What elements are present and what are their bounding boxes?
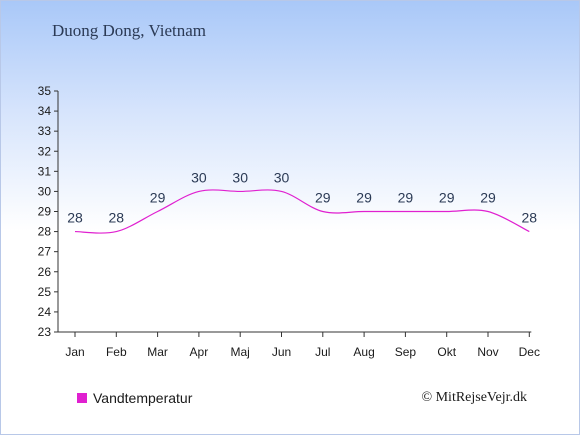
y-tick-label: 23: [38, 325, 52, 339]
y-tick-label: 25: [38, 285, 52, 299]
data-label: 29: [480, 190, 496, 206]
y-tick-label: 35: [38, 84, 52, 98]
data-label: 29: [315, 190, 331, 206]
x-tick-label: Sep: [395, 345, 417, 359]
x-axis: Jan Feb Mar Apr Maj Jun Jul Aug Sep Okt Nov Dec: [58, 331, 540, 359]
x-tick-label: Feb: [106, 345, 127, 359]
y-tick-label: 30: [38, 184, 52, 198]
x-tick-label: Aug: [353, 345, 374, 359]
x-tick-label: Nov: [477, 345, 498, 359]
y-axis: 23 24 25 26 27 28 29 30 31 32 33 34 35: [38, 84, 59, 339]
data-label: 29: [356, 190, 372, 206]
x-tick-label: Jul: [315, 345, 330, 359]
credit-text: © MitRejseVejr.dk: [421, 390, 527, 405]
y-tick-label: 32: [38, 144, 52, 158]
y-tick-label: 31: [38, 164, 52, 178]
data-label: 30: [191, 169, 207, 185]
y-tick-label: 34: [38, 104, 52, 118]
data-label: 28: [109, 210, 125, 226]
data-label: 29: [150, 190, 166, 206]
data-label: 30: [232, 169, 248, 185]
data-label: 29: [439, 190, 455, 206]
x-tick-label: Jun: [272, 345, 291, 359]
legend: Vandtemperatur: [77, 390, 192, 406]
y-tick-label: 29: [38, 205, 52, 219]
y-tick-label: 27: [38, 245, 52, 259]
x-tick-label: Apr: [190, 345, 209, 359]
series-layer: [74, 189, 530, 234]
x-tick-label: Mar: [147, 345, 168, 359]
x-tick-label: Okt: [437, 345, 456, 359]
y-tick-label: 28: [38, 225, 52, 239]
legend-label: Vandtemperatur: [93, 390, 193, 406]
x-tick-label: Jan: [65, 345, 84, 359]
data-label: 30: [274, 169, 290, 185]
data-label: 28: [67, 210, 83, 226]
data-label: 28: [522, 210, 538, 226]
y-tick-label: 33: [38, 124, 52, 138]
data-label: 29: [398, 190, 414, 206]
x-tick-label: Maj: [231, 345, 250, 359]
y-tick-label: 24: [38, 305, 52, 319]
series-line-vandtemperatur: [74, 189, 530, 234]
chart-title: Duong Dong, Vietnam: [52, 21, 207, 40]
y-tick-label: 26: [38, 265, 52, 279]
legend-swatch: [77, 393, 87, 403]
data-labels: 28 28 29 30 30 30 29 29 29 29 29 28: [67, 169, 537, 225]
x-tick-label: Dec: [519, 345, 540, 359]
